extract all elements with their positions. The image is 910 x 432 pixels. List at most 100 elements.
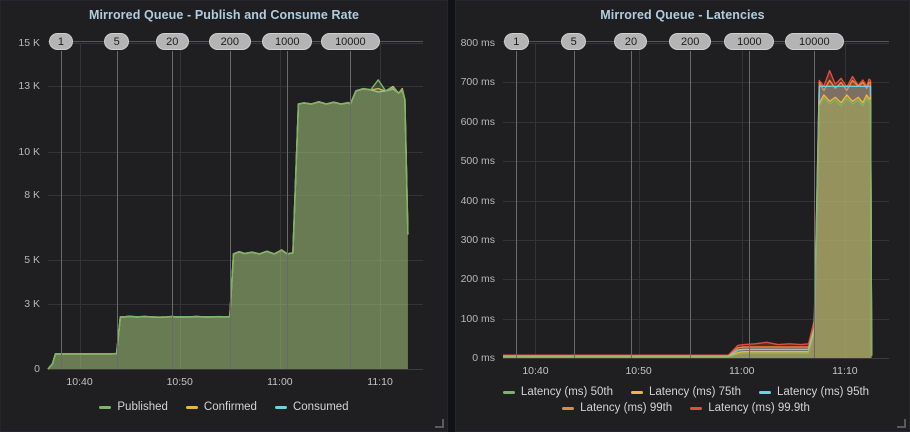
legend-item[interactable]: Latency (ms) 95th <box>759 386 869 398</box>
x-axis-tick-label: 11:00 <box>267 376 293 388</box>
legend-color-swatch <box>759 390 772 394</box>
gridline-vertical <box>845 43 846 358</box>
x-axis-tick-label: 10:40 <box>522 365 549 377</box>
y-axis-tick-label: 13 K <box>18 80 40 93</box>
series-line <box>47 79 409 370</box>
annotation-pill[interactable]: 200 <box>209 33 251 50</box>
panel-latencies[interactable]: Mirrored Queue - Latencies 800 ms 700 ms 6… <box>455 0 910 432</box>
y-axis-tick-label: 3 K <box>24 297 40 310</box>
plot-area[interactable]: 15 K 13 K 10 K 8 K 5 K 3 K 0 10:40 10:50 11:00 11:… <box>1 1 447 431</box>
plot-area[interactable]: 800 ms 700 ms 600 ms 500 ms 400 ms 300 ms 200 … <box>456 1 909 431</box>
panel-resize-handle[interactable] <box>435 419 444 428</box>
y-axis-tick-label: 400 ms <box>460 194 495 207</box>
legend-item[interactable]: Latency (ms) 99.9th <box>690 402 810 414</box>
legend-label: Latency (ms) 95th <box>777 386 870 398</box>
y-axis-tick-label: 700 ms <box>460 76 495 89</box>
gridline-vertical <box>535 43 536 358</box>
panel-title: Mirrored Queue - Publish and Consume Rat… <box>88 8 360 22</box>
gridline-horizontal <box>48 304 423 305</box>
series-line <box>503 69 873 356</box>
annotation-pill[interactable]: 10000 <box>785 33 844 50</box>
legend-color-swatch <box>630 390 643 394</box>
y-axis-tick-label: 15 K <box>18 37 40 49</box>
y-axis-tick-label: 100 ms <box>460 312 495 325</box>
legend-item[interactable]: Latency (ms) 99th <box>562 402 672 414</box>
y-axis-tick-label: 800 ms <box>460 37 495 49</box>
annotation-marker-line <box>574 51 575 358</box>
panel-publish-consume-rate[interactable]: Mirrored Queue - Publish and Consume Rat… <box>0 0 448 432</box>
x-axis-tick-label: 11:10 <box>367 376 393 388</box>
legend-item[interactable]: Latency (ms) 75th <box>630 386 742 398</box>
series-area <box>503 95 872 358</box>
annotation-pill[interactable]: 1000 <box>724 33 775 50</box>
gridline-horizontal <box>503 201 889 202</box>
gridline-vertical <box>639 43 640 358</box>
series-line <box>503 97 873 358</box>
x-axis-tick-label: 10:50 <box>166 376 193 388</box>
annotation-pill[interactable]: 20 <box>614 33 648 50</box>
legend-item[interactable]: Consumed <box>274 401 349 413</box>
annotation-marker-line <box>631 51 632 358</box>
legend-color-swatch <box>274 405 287 409</box>
annotation-marker-line <box>61 51 62 369</box>
annotation-marker-line <box>287 51 288 369</box>
legend-color-swatch <box>185 405 198 409</box>
annotation-marker-line <box>749 51 750 358</box>
x-axis-tick-label: 10:50 <box>625 365 652 377</box>
annotation-marker-line <box>814 51 815 358</box>
series-area <box>503 70 872 358</box>
gridline-vertical <box>742 43 743 358</box>
y-axis-tick-label: 10 K <box>18 145 40 158</box>
series-area <box>48 79 408 370</box>
legend: Published Confirmed Consumed <box>1 401 447 417</box>
gridline-horizontal <box>503 161 889 162</box>
series-area <box>503 98 872 358</box>
legend-label: Consumed <box>292 401 349 413</box>
series-canvas <box>503 69 873 359</box>
gridline-horizontal <box>48 260 423 261</box>
x-axis-line <box>503 358 889 359</box>
annotation-pill[interactable]: 200 <box>669 33 711 50</box>
annotation-pill[interactable]: 20 <box>155 33 189 50</box>
x-axis-tick-label: 11:00 <box>729 365 755 377</box>
legend-color-swatch <box>562 406 575 410</box>
series-canvas <box>47 79 409 370</box>
legend: Latency (ms) 50th Latency (ms) 75th Latenc… <box>466 386 906 418</box>
legend-color-swatch <box>99 405 112 409</box>
annotation-pill[interactable]: 5 <box>104 33 129 50</box>
legend-label: Latency (ms) 75th <box>648 386 742 398</box>
annotation-marker-line <box>690 51 691 358</box>
x-axis-tick-label: 11:10 <box>832 365 858 377</box>
series-area <box>48 86 408 369</box>
annotation-pill[interactable]: 1 <box>504 33 529 50</box>
legend-label: Published <box>117 401 168 413</box>
y-axis-tick-label: 0 <box>34 363 40 375</box>
gridline-horizontal <box>503 122 889 123</box>
legend-color-swatch <box>690 406 703 410</box>
gridline-horizontal <box>503 279 889 280</box>
gridline-vertical <box>380 43 381 369</box>
legend-item[interactable]: Confirmed <box>185 401 257 413</box>
legend-item[interactable]: Published <box>99 401 168 413</box>
annotation-marker-line <box>172 51 173 369</box>
gridline-vertical <box>80 43 81 369</box>
y-axis-tick-label: 200 ms <box>460 273 495 286</box>
gridline-vertical <box>180 43 181 369</box>
x-axis-tick-label: 10:40 <box>66 376 93 388</box>
annotation-pill[interactable]: 10000 <box>321 33 380 50</box>
gridline-horizontal <box>48 152 423 153</box>
y-axis-tick-label: 300 ms <box>460 233 495 246</box>
series-area <box>503 80 872 359</box>
annotation-pill[interactable]: 1000 <box>262 33 313 50</box>
series-area <box>503 86 872 359</box>
y-axis-tick-label: 500 ms <box>460 155 495 168</box>
panel-title: Mirrored Queue - Latencies <box>600 8 765 22</box>
legend-color-swatch <box>502 390 515 394</box>
annotation-pill[interactable]: 5 <box>561 33 586 50</box>
annotation-pill[interactable]: 1 <box>48 33 74 50</box>
annotation-marker-line <box>230 51 231 369</box>
annotation-marker-line <box>516 51 517 358</box>
panel-resize-handle[interactable] <box>897 419 906 428</box>
legend-item[interactable]: Latency (ms) 50th <box>502 386 613 398</box>
y-axis-tick-label: 600 ms <box>460 115 495 128</box>
